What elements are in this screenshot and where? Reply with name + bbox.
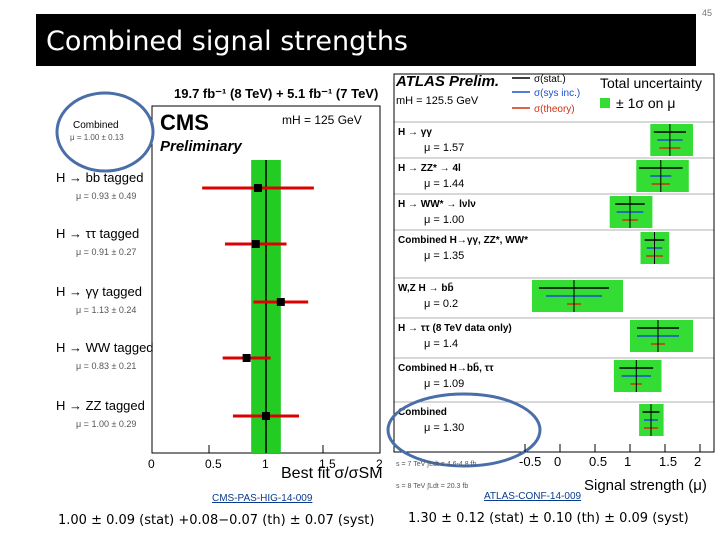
cms-channel-value: μ = 0.83 ± 0.21 [76,361,136,371]
cms-x-tick-label: 2 [376,457,383,471]
cms-lumi-label: 19.7 fb⁻¹ (8 TeV) + 5.1 fb⁻¹ (7 TeV) [174,86,378,101]
slide-title: Combined signal strengths [46,26,408,57]
atlas-channel-value: μ = 0.2 [424,298,458,310]
atlas-x-tick-label: 0 [554,454,561,469]
atlas-mass-label: mH = 125.5 GeV [396,95,479,107]
cms-mass-label: mH = 125 GeV [282,113,362,127]
legend-total-label: Total uncertainty [600,75,702,91]
cms-data-point [262,412,270,420]
cms-x-tick-label: 0 [148,457,155,471]
atlas-legend: σ(stat.) σ(sys inc.) σ(theory) Total unc… [512,74,702,115]
atlas-x-tick-label: 0.5 [589,454,607,469]
cms-plot-panel: 19.7 fb⁻¹ (8 TeV) + 5.1 fb⁻¹ (7 TeV) CMS… [48,74,384,492]
cms-combined-label: Combined [73,120,119,131]
atlas-x-tick-label: 2 [694,454,701,469]
legend-sys-label: σ(sys inc.) [534,88,580,99]
atlas-channel-value: μ = 1.09 [424,378,464,390]
cms-channel-value: μ = 0.91 ± 0.27 [76,247,136,257]
atlas-channel-label: H → ττ (8 TeV data only) [398,323,512,334]
atlas-channel-value: μ = 1.44 [424,178,464,190]
cms-chart: 19.7 fb⁻¹ (8 TeV) + 5.1 fb⁻¹ (7 TeV) CMS… [55,86,383,482]
atlas-channel-value: μ = 1.57 [424,142,464,154]
cms-x-tick-label: 1 [262,457,269,471]
atlas-channel-label: W,Z H → bb̄ [398,282,454,294]
atlas-channel-label: Combined [398,407,447,418]
atlas-channel-value: μ = 1.00 [424,214,464,226]
atlas-channel-label: H → ZZ* → 4l [398,163,461,174]
cms-data-point [254,184,263,192]
cms-channel-label: H → γγ tagged [56,284,142,299]
cms-channel-label: H → WW tagged [56,340,154,355]
atlas-lumi-7tev: s = 7 TeV ∫Ldt = 4.6-4.8 fb [396,461,477,468]
atlas-x-tick-label: 1.5 [659,454,677,469]
cms-combined-highlight [55,91,155,173]
cms-data-point [242,354,251,362]
atlas-channel-label: H → γγ [398,127,432,138]
cms-channel-value: μ = 0.93 ± 0.49 [76,191,136,201]
cms-channel-label: H → bb tagged [56,170,143,185]
atlas-channel-label: Combined H→bb̄, ττ [398,362,494,374]
atlas-xlabel: Signal strength (μ) [584,477,707,494]
cms-logo: CMS [160,110,209,135]
atlas-plot-frame [393,73,715,453]
legend-stat-label: σ(stat.) [534,74,566,85]
cms-subtitle: Preliminary [160,138,242,155]
page-number: 45 [701,8,712,18]
cms-channel-label: H → ZZ tagged [56,398,145,413]
atlas-x-tick-label: 1 [624,454,631,469]
cms-channel-value: μ = 1.00 ± 0.29 [76,419,136,429]
atlas-channel-value: μ = 1.35 [424,250,464,262]
atlas-channel-value: μ = 1.4 [424,338,458,350]
cms-xlabel: Best fit σ/σSM [281,465,383,482]
legend-band-label: ± 1σ on μ [616,95,675,111]
atlas-reference-link[interactable]: ATLAS-CONF-14-009 [484,491,582,502]
legend-band-swatch [600,98,610,108]
atlas-channel-label: H → WW* → lνlν [398,199,476,210]
atlas-channel-value: μ = 1.30 [424,422,464,434]
cms-combined-value: μ = 1.00 ± 0.13 [70,133,124,142]
cms-x-tick-label: 0.5 [205,457,222,471]
atlas-logo: ATLAS Prelim. [395,73,499,90]
cms-reference-link[interactable]: CMS-PAS-HIG-14-009 [212,493,313,504]
atlas-plot-panel: H → γγ μ = 1.57 H → ZZ* → 4l μ = 1.44 H → WW… [384,70,720,500]
slide-title-bar: Combined signal strengths [36,14,696,66]
atlas-lumi-8tev: s = 8 TeV ∫Ldt = 20.3 fb [396,483,468,490]
atlas-chart: H → γγ μ = 1.57 H → ZZ* → 4l μ = 1.44 H → WW… [386,73,715,494]
legend-theory-label: σ(theory) [534,104,575,115]
atlas-result-text: 1.30 ± 0.12 (stat) ± 0.10 (th) ± 0.09 (s… [408,511,689,526]
atlas-x-tick-label: -0.5 [519,454,541,469]
atlas-channel-label: Combined H→γγ, ZZ*, WW* [398,235,528,246]
atlas-combined-highlight [386,392,542,468]
cms-data-point [251,240,260,248]
cms-result-text: 1.00 ± 0.09 (stat) +0.08−0.07 (th) ± 0.0… [58,513,375,528]
cms-x-tick-label: 1.5 [319,457,336,471]
cms-channel-value: μ = 1.13 ± 0.24 [76,305,136,315]
cms-data-point [276,298,285,306]
cms-channel-label: H → ττ tagged [56,226,139,241]
